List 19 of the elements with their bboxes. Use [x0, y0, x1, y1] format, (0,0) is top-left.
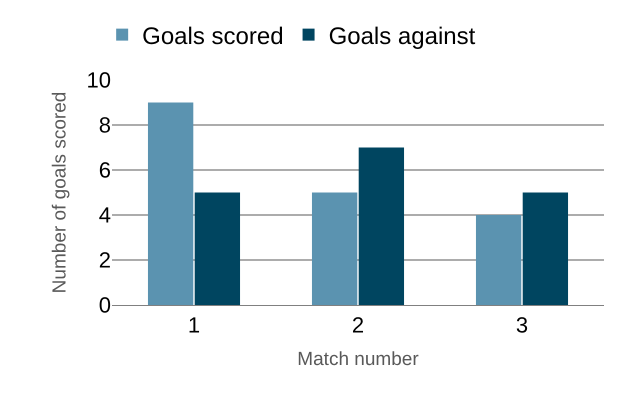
x-tick-label: 3 — [516, 312, 528, 338]
bar — [476, 215, 522, 305]
bar — [358, 148, 404, 305]
y-tick-label: 8 — [98, 112, 111, 138]
bar — [312, 192, 358, 305]
y-tick-label: 6 — [98, 158, 111, 183]
y-tick-label: 2 — [98, 248, 111, 273]
bar — [522, 192, 568, 305]
x-axis-title: Match number — [297, 349, 420, 370]
y-tick-label: 0 — [98, 292, 111, 318]
y-axis-title: Number of goals scored — [49, 92, 70, 294]
y-tick-label: 4 — [98, 202, 111, 228]
legend-label: Goals against — [328, 22, 476, 50]
legend-label: Goals scored — [142, 22, 284, 50]
bar — [194, 192, 240, 305]
x-tick-label: 1 — [188, 312, 200, 338]
x-tick-label: 2 — [352, 312, 364, 338]
bar — [148, 102, 194, 305]
y-tick-label: 10 — [86, 68, 111, 93]
